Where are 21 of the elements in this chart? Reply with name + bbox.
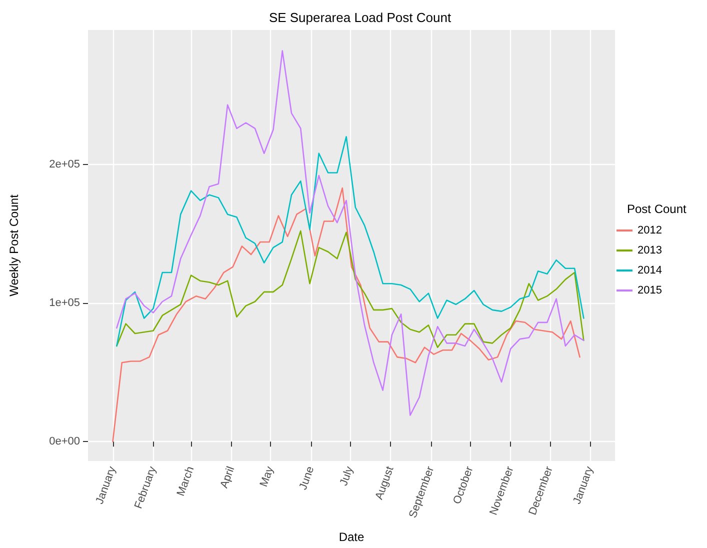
y-tick-label: 0e+00 [49, 436, 80, 448]
line-series [116, 136, 584, 347]
x-tick-label: April [218, 464, 238, 490]
x-axis-title: Date [338, 530, 364, 544]
legend-label: 2013 [638, 244, 662, 256]
x-tick-label: August [373, 464, 396, 502]
line-series [116, 230, 584, 348]
chart-title: SE Superarea Load Post Count [268, 10, 452, 25]
x-tick-label: June [297, 464, 317, 492]
y-axis-title: Weekly Post Count [7, 194, 21, 296]
line-series [112, 187, 580, 442]
legend-label: 2014 [638, 264, 662, 276]
x-tick-label: May [258, 464, 276, 489]
x-tick-label: July [338, 464, 356, 488]
y-tick-label: 1e+05 [49, 297, 80, 310]
line-series [116, 50, 584, 416]
x-tick-label: March [174, 464, 197, 498]
legend-label: 2015 [638, 284, 662, 296]
legend-title: Post Count [627, 202, 688, 216]
legend-label: 2012 [638, 224, 662, 236]
y-tick-label: 2e+05 [49, 158, 80, 170]
